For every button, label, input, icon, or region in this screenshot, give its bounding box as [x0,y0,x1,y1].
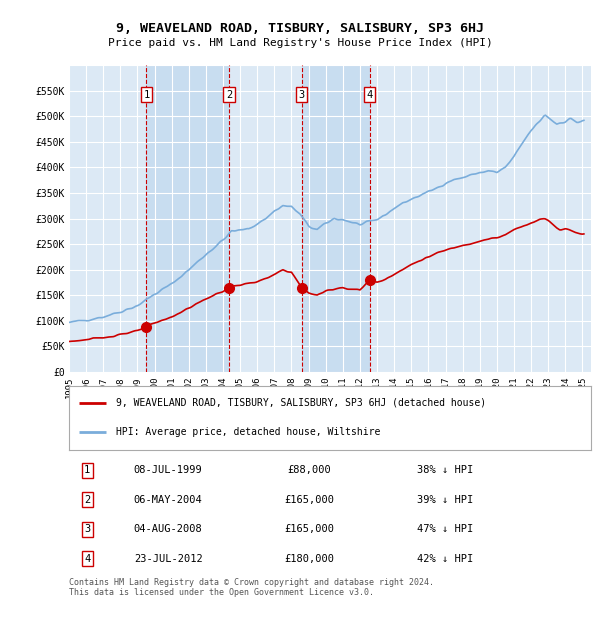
Text: 04-AUG-2008: 04-AUG-2008 [134,525,203,534]
Text: 9, WEAVELAND ROAD, TISBURY, SALISBURY, SP3 6HJ: 9, WEAVELAND ROAD, TISBURY, SALISBURY, S… [116,22,484,35]
Text: £165,000: £165,000 [284,495,334,505]
Text: £180,000: £180,000 [284,554,334,564]
Text: 4: 4 [367,90,373,100]
Text: 42% ↓ HPI: 42% ↓ HPI [417,554,473,564]
Text: 3: 3 [298,90,305,100]
Text: £88,000: £88,000 [287,466,331,476]
Text: 4: 4 [84,554,91,564]
Text: 3: 3 [84,525,91,534]
Text: 1: 1 [84,466,91,476]
Text: 39% ↓ HPI: 39% ↓ HPI [417,495,473,505]
Text: 2: 2 [84,495,91,505]
Bar [146,65,229,372]
Bar [302,65,370,372]
Text: 9, WEAVELAND ROAD, TISBURY, SALISBURY, SP3 6HJ (detached house): 9, WEAVELAND ROAD, TISBURY, SALISBURY, S… [116,398,486,408]
Text: 2: 2 [226,90,232,100]
Text: 08-JUL-1999: 08-JUL-1999 [134,466,203,476]
Text: Contains HM Land Registry data © Crown copyright and database right 2024.
This d: Contains HM Land Registry data © Crown c… [69,578,434,597]
Text: 06-MAY-2004: 06-MAY-2004 [134,495,203,505]
Text: 23-JUL-2012: 23-JUL-2012 [134,554,203,564]
Text: Price paid vs. HM Land Registry's House Price Index (HPI): Price paid vs. HM Land Registry's House … [107,38,493,48]
Text: £165,000: £165,000 [284,525,334,534]
Text: HPI: Average price, detached house, Wiltshire: HPI: Average price, detached house, Wilt… [116,427,380,437]
Text: 1: 1 [143,90,149,100]
Text: 38% ↓ HPI: 38% ↓ HPI [417,466,473,476]
Text: 47% ↓ HPI: 47% ↓ HPI [417,525,473,534]
